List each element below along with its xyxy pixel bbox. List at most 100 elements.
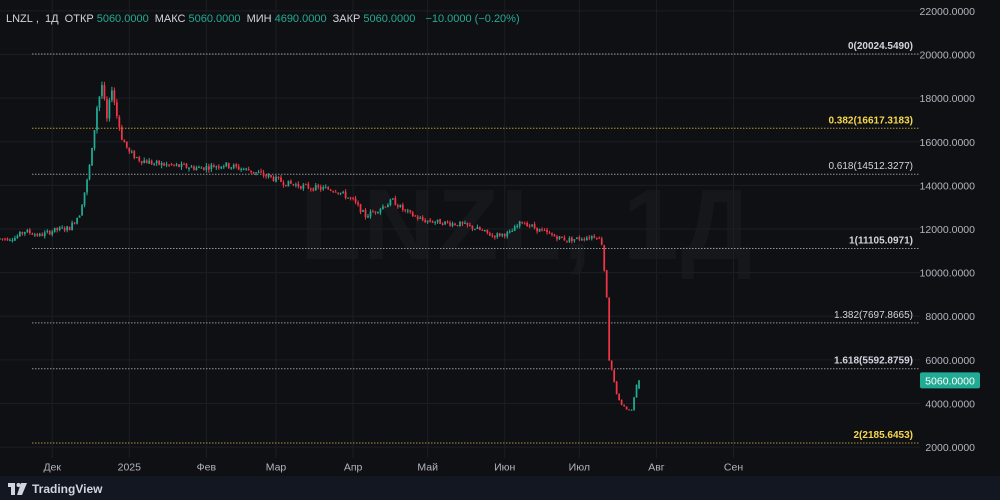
candle-body xyxy=(73,222,76,224)
candle-body xyxy=(374,211,377,213)
candles-layer xyxy=(0,81,640,411)
candle-body xyxy=(314,185,317,191)
candle-body xyxy=(332,191,335,193)
last-price-label: 5060.0000 xyxy=(925,375,975,387)
candle-body xyxy=(165,164,168,166)
candle-body xyxy=(68,226,71,231)
candle-body xyxy=(19,232,21,237)
candle-body xyxy=(71,222,73,231)
candle-body xyxy=(260,171,262,173)
candle-body xyxy=(424,220,427,223)
candle-body xyxy=(481,229,484,231)
legend-low-label: МИН xyxy=(246,13,272,25)
candle-body xyxy=(324,187,327,189)
candle-body xyxy=(551,233,553,236)
symbol-watermark: LNZL, 1Д xyxy=(300,169,754,281)
candle-body xyxy=(235,164,238,167)
candle-body xyxy=(588,237,591,239)
fib-label: 0.382(16617.3183) xyxy=(828,115,913,126)
legend-close-value: 5060.0000 xyxy=(363,13,416,25)
fib-label: 0.618(14512.3277) xyxy=(828,161,913,172)
candle-body xyxy=(406,210,409,212)
candle-body xyxy=(598,237,601,239)
candle-body xyxy=(86,179,88,193)
candle-body xyxy=(133,151,136,159)
candle-body xyxy=(610,360,613,370)
candle-body xyxy=(501,233,504,236)
y-tick-label: 12000.0000 xyxy=(920,224,976,236)
candle-body xyxy=(66,226,69,231)
candle-body xyxy=(205,165,208,170)
candle-body xyxy=(153,163,156,165)
candle-body xyxy=(225,162,228,167)
candle-body xyxy=(347,197,349,199)
candle-body xyxy=(217,166,220,168)
candle-body xyxy=(212,165,215,168)
candle-body xyxy=(1,238,4,240)
candle-body xyxy=(618,394,621,401)
candle-body xyxy=(190,166,193,168)
candle-body xyxy=(319,186,322,190)
candle-body xyxy=(81,205,83,216)
candle-body xyxy=(21,232,24,234)
candle-body xyxy=(327,187,330,190)
candle-body xyxy=(195,167,198,171)
candle-body xyxy=(56,227,59,231)
candle-body xyxy=(451,223,454,226)
candle-body xyxy=(51,231,54,235)
candle-body xyxy=(16,235,19,239)
fib-label: 1.618(5592.8759) xyxy=(834,356,913,367)
tradingview-logo[interactable]: TradingView xyxy=(8,482,102,496)
candle-body xyxy=(362,210,364,212)
candle-body xyxy=(337,192,340,194)
candle-body xyxy=(464,222,466,224)
candle-body xyxy=(178,164,180,167)
candle-body xyxy=(120,127,123,140)
candle-body xyxy=(242,169,245,171)
candle-body xyxy=(23,231,26,234)
candle-body xyxy=(215,166,218,168)
fib-levels: 0(20024.5490) 0.382(16617.3183) 0.618(1451… xyxy=(32,41,920,444)
candle-body xyxy=(265,175,267,177)
candle-body xyxy=(506,232,509,237)
legend-open-label: ОТКР xyxy=(64,13,94,25)
x-tick-label: Май xyxy=(417,461,438,473)
candle-body xyxy=(26,229,29,233)
candle-body xyxy=(583,239,586,241)
y-tick-label: 4000.0000 xyxy=(925,398,975,410)
candle-body xyxy=(377,212,379,214)
candle-body xyxy=(118,116,121,128)
candle-body xyxy=(163,163,165,166)
candle-body xyxy=(309,188,312,190)
candle-body xyxy=(339,192,342,194)
candle-body xyxy=(593,236,596,238)
candle-body xyxy=(38,233,41,236)
x-tick-label: Фев xyxy=(197,461,217,473)
legend-symbol[interactable]: LNZL xyxy=(6,13,33,25)
candle-body xyxy=(48,230,51,235)
candle-body xyxy=(379,208,382,213)
candle-body xyxy=(404,209,407,211)
candle-body xyxy=(198,166,200,168)
candle-body xyxy=(0,238,1,240)
candle-body xyxy=(43,232,46,237)
candle-body xyxy=(543,230,546,232)
candle-body xyxy=(628,409,630,411)
candle-body xyxy=(267,174,270,177)
candle-body xyxy=(367,216,369,218)
candle-body xyxy=(91,147,93,166)
candle-body xyxy=(160,162,163,166)
candle-body xyxy=(280,177,282,182)
candle-body xyxy=(553,234,556,237)
candle-body xyxy=(290,181,292,184)
candle-body xyxy=(605,270,608,298)
candle-body xyxy=(548,232,551,234)
candle-body xyxy=(108,99,111,119)
candle-body xyxy=(103,85,106,100)
x-tick-label: Сен xyxy=(724,461,743,473)
candle-body xyxy=(304,184,307,186)
legend-interval[interactable]: 1Д xyxy=(45,13,59,25)
candle-body xyxy=(461,222,464,224)
price-chart[interactable]: 0(20024.5490) 0.382(16617.3183) 0.618(1451… xyxy=(0,0,1000,476)
